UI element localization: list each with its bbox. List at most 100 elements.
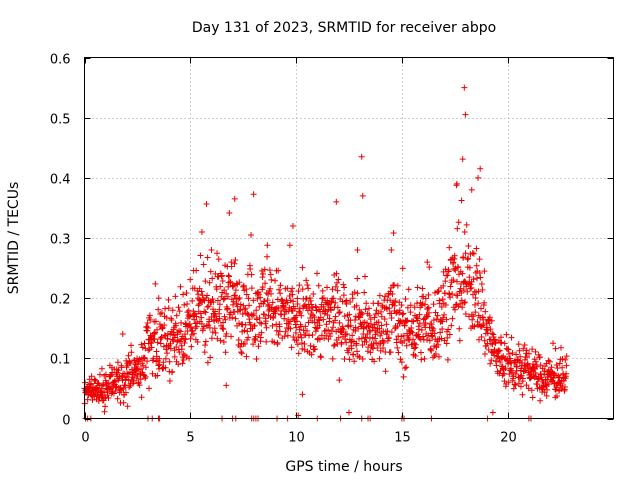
data-point <box>119 331 126 338</box>
data-point <box>273 327 280 334</box>
data-point <box>320 295 327 302</box>
data-point <box>243 353 250 360</box>
data-point <box>209 329 216 336</box>
data-point <box>390 229 397 236</box>
data-point <box>242 305 249 312</box>
data-point <box>164 350 171 357</box>
data-point <box>439 326 446 333</box>
data-point <box>411 345 418 352</box>
data-point <box>382 368 389 375</box>
data-point <box>349 332 356 339</box>
data-point <box>524 360 531 367</box>
data-point <box>173 312 180 319</box>
data-point <box>242 340 249 347</box>
data-point <box>470 250 477 257</box>
data-point <box>252 333 259 340</box>
data-point <box>480 321 487 328</box>
data-point <box>472 309 479 316</box>
data-point <box>336 319 343 326</box>
data-point <box>332 299 339 306</box>
data-point <box>559 355 566 362</box>
data-point <box>505 379 512 386</box>
data-point <box>401 337 408 344</box>
data-point <box>473 262 480 269</box>
data-point <box>229 283 236 290</box>
data-point <box>264 297 271 304</box>
data-point <box>432 350 439 357</box>
data-point <box>269 299 276 306</box>
data-point <box>461 299 468 306</box>
data-point <box>298 312 305 319</box>
data-point <box>343 297 350 304</box>
data-point <box>381 315 388 322</box>
data-point <box>178 346 185 353</box>
data-point <box>333 198 340 205</box>
data-point <box>336 309 343 316</box>
data-point <box>105 395 112 402</box>
data-point <box>445 326 452 333</box>
data-point <box>329 295 336 302</box>
data-point <box>248 271 255 278</box>
data-point <box>89 388 96 395</box>
data-point <box>248 311 255 318</box>
data-point <box>227 309 234 316</box>
data-point <box>225 283 232 290</box>
data-point <box>149 370 156 377</box>
data-point <box>163 314 170 321</box>
data-point <box>411 340 418 347</box>
y-tick-label: 0.5 <box>50 113 71 128</box>
data-point <box>466 274 473 281</box>
data-point <box>296 308 303 315</box>
data-point <box>482 308 489 315</box>
data-point <box>416 334 423 341</box>
data-point <box>125 352 132 359</box>
data-point <box>179 360 186 367</box>
data-point <box>444 334 451 341</box>
data-point <box>487 360 494 367</box>
data-point <box>276 328 283 335</box>
data-point <box>521 368 528 375</box>
data-point <box>169 368 176 375</box>
data-point <box>404 317 411 324</box>
data-point <box>204 359 211 366</box>
data-point <box>212 313 219 320</box>
data-point <box>313 325 320 332</box>
data-point <box>511 381 518 388</box>
data-point <box>410 336 417 343</box>
data-point <box>245 295 252 302</box>
data-point <box>243 286 250 293</box>
data-point <box>318 354 325 361</box>
data-point <box>238 349 245 356</box>
data-point <box>286 321 293 328</box>
data-point <box>207 354 214 361</box>
data-point <box>515 341 522 348</box>
data-point <box>377 340 384 347</box>
data-point <box>228 333 235 340</box>
data-point <box>175 361 182 368</box>
data-point <box>403 364 410 371</box>
data-point <box>359 310 366 317</box>
data-point <box>150 355 157 362</box>
data-point <box>525 385 532 392</box>
data-point <box>324 284 331 291</box>
data-point <box>460 287 467 294</box>
data-point <box>388 247 395 254</box>
data-point <box>188 343 195 350</box>
data-point <box>380 344 387 351</box>
data-point <box>297 309 304 316</box>
data-point <box>397 317 404 324</box>
data-point <box>402 295 409 302</box>
data-point <box>124 403 131 410</box>
data-point <box>207 268 214 275</box>
data-point <box>253 356 260 363</box>
data-point <box>489 330 496 337</box>
data-point <box>281 333 288 340</box>
data-point <box>438 304 445 311</box>
data-point <box>246 302 253 309</box>
data-point <box>319 287 326 294</box>
data-point <box>378 308 385 315</box>
data-point <box>286 242 293 249</box>
data-point <box>354 290 361 297</box>
data-point <box>267 285 274 292</box>
data-point <box>201 308 208 315</box>
